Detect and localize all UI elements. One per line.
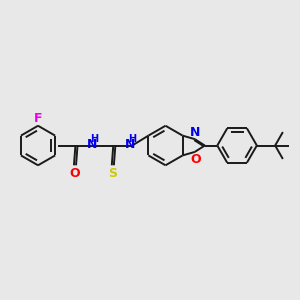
Text: S: S [109,167,118,180]
Text: F: F [34,112,43,125]
Text: N: N [190,126,200,139]
Text: H: H [91,134,99,144]
Text: H: H [128,134,136,144]
Text: O: O [70,167,80,180]
Text: N: N [87,138,97,151]
Text: O: O [190,153,201,166]
Text: N: N [124,138,135,151]
